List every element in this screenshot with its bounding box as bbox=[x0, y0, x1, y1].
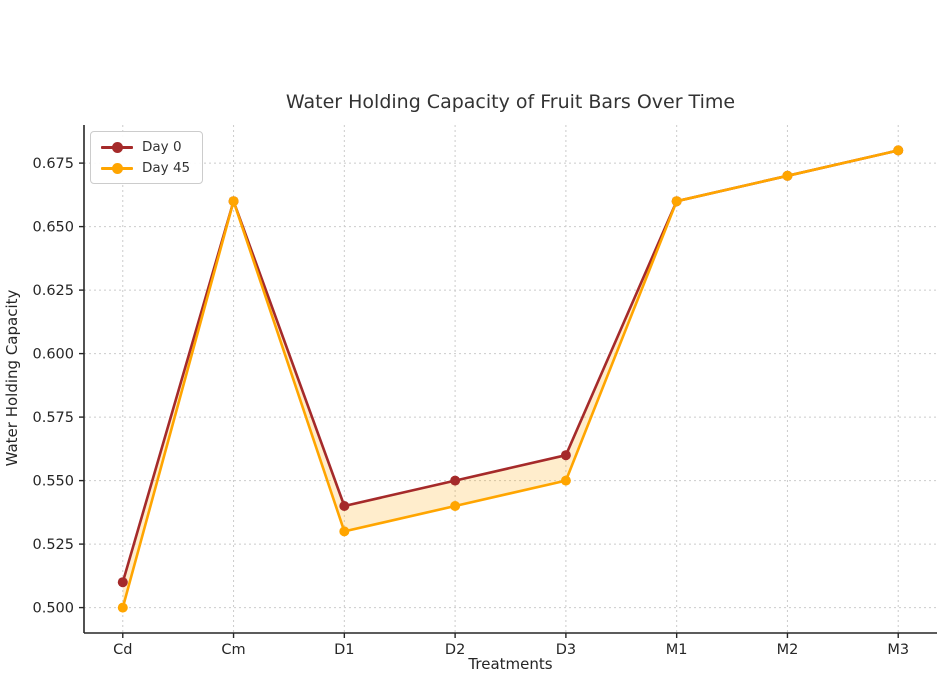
y-tick-label: 0.600 bbox=[32, 347, 74, 363]
legend-label-day-0: Day 0 bbox=[142, 139, 182, 155]
x-axis-label: Treatments bbox=[468, 655, 553, 673]
data-point bbox=[893, 145, 904, 156]
x-tick-label: M1 bbox=[666, 642, 688, 658]
legend-swatch-day-0-icon bbox=[101, 141, 133, 153]
data-point bbox=[339, 526, 350, 537]
y-axis-label: Water Holding Capacity bbox=[3, 289, 21, 467]
y-tick-label: 0.575 bbox=[32, 410, 74, 426]
y-tick-label: 0.500 bbox=[32, 601, 74, 617]
x-tick-label: M2 bbox=[777, 642, 799, 658]
y-tick-label: 0.650 bbox=[32, 220, 74, 236]
data-point bbox=[450, 475, 461, 486]
data-point bbox=[782, 170, 793, 181]
x-tick-label: D3 bbox=[556, 642, 576, 658]
data-point bbox=[339, 501, 350, 511]
x-tick-label: Cm bbox=[221, 642, 245, 658]
data-point bbox=[117, 602, 128, 613]
legend-label-day-45: Day 45 bbox=[142, 160, 191, 176]
x-tick-label: M3 bbox=[887, 642, 909, 658]
y-tick-label: 0.625 bbox=[32, 283, 74, 299]
data-point bbox=[228, 196, 239, 207]
y-tick-label: 0.675 bbox=[32, 156, 74, 172]
x-tick-label: D1 bbox=[334, 642, 354, 658]
legend-item-day-45: Day 45 bbox=[101, 160, 190, 176]
series-line-1 bbox=[121, 149, 900, 609]
data-point bbox=[450, 501, 461, 511]
data-point bbox=[117, 577, 128, 588]
chart-title: Water Holding Capacity of Fruit Bars Ove… bbox=[285, 91, 736, 113]
y-tick-label: 0.525 bbox=[32, 537, 74, 553]
x-tick-label: D2 bbox=[445, 642, 465, 658]
gridlines bbox=[84, 125, 937, 633]
y-tick-label: 0.550 bbox=[32, 474, 74, 490]
data-point bbox=[560, 475, 571, 486]
data-point bbox=[560, 450, 571, 461]
legend: Day 0 Day 45 bbox=[90, 131, 204, 184]
x-tick-label: Cd bbox=[113, 642, 132, 658]
legend-swatch-day-45-icon bbox=[101, 162, 133, 174]
data-point bbox=[671, 196, 682, 207]
legend-item-day-0: Day 0 bbox=[101, 139, 190, 155]
